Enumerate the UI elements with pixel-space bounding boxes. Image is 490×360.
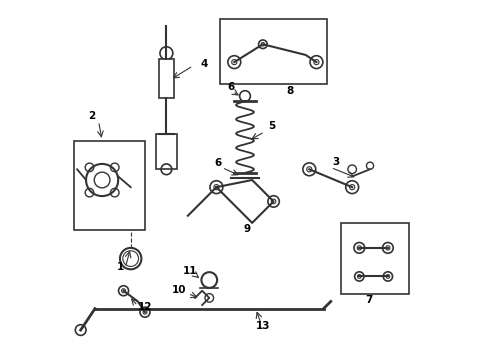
Text: 6: 6 <box>227 82 234 92</box>
Circle shape <box>123 251 139 266</box>
Bar <box>156 134 177 169</box>
Text: 3: 3 <box>333 157 340 167</box>
Text: 1: 1 <box>117 262 123 272</box>
Bar <box>342 223 409 294</box>
Text: 10: 10 <box>172 284 186 294</box>
Text: 11: 11 <box>182 266 197 276</box>
Bar <box>74 141 145 230</box>
Bar <box>220 19 327 84</box>
Text: 13: 13 <box>256 321 270 331</box>
Text: 6: 6 <box>215 158 222 168</box>
Text: 5: 5 <box>268 121 275 131</box>
Text: 8: 8 <box>286 86 294 96</box>
Text: 7: 7 <box>366 295 373 305</box>
Text: 12: 12 <box>138 302 152 312</box>
Text: 2: 2 <box>88 111 95 121</box>
Bar <box>159 59 174 98</box>
Text: 4: 4 <box>200 59 208 69</box>
Text: 9: 9 <box>243 224 250 234</box>
